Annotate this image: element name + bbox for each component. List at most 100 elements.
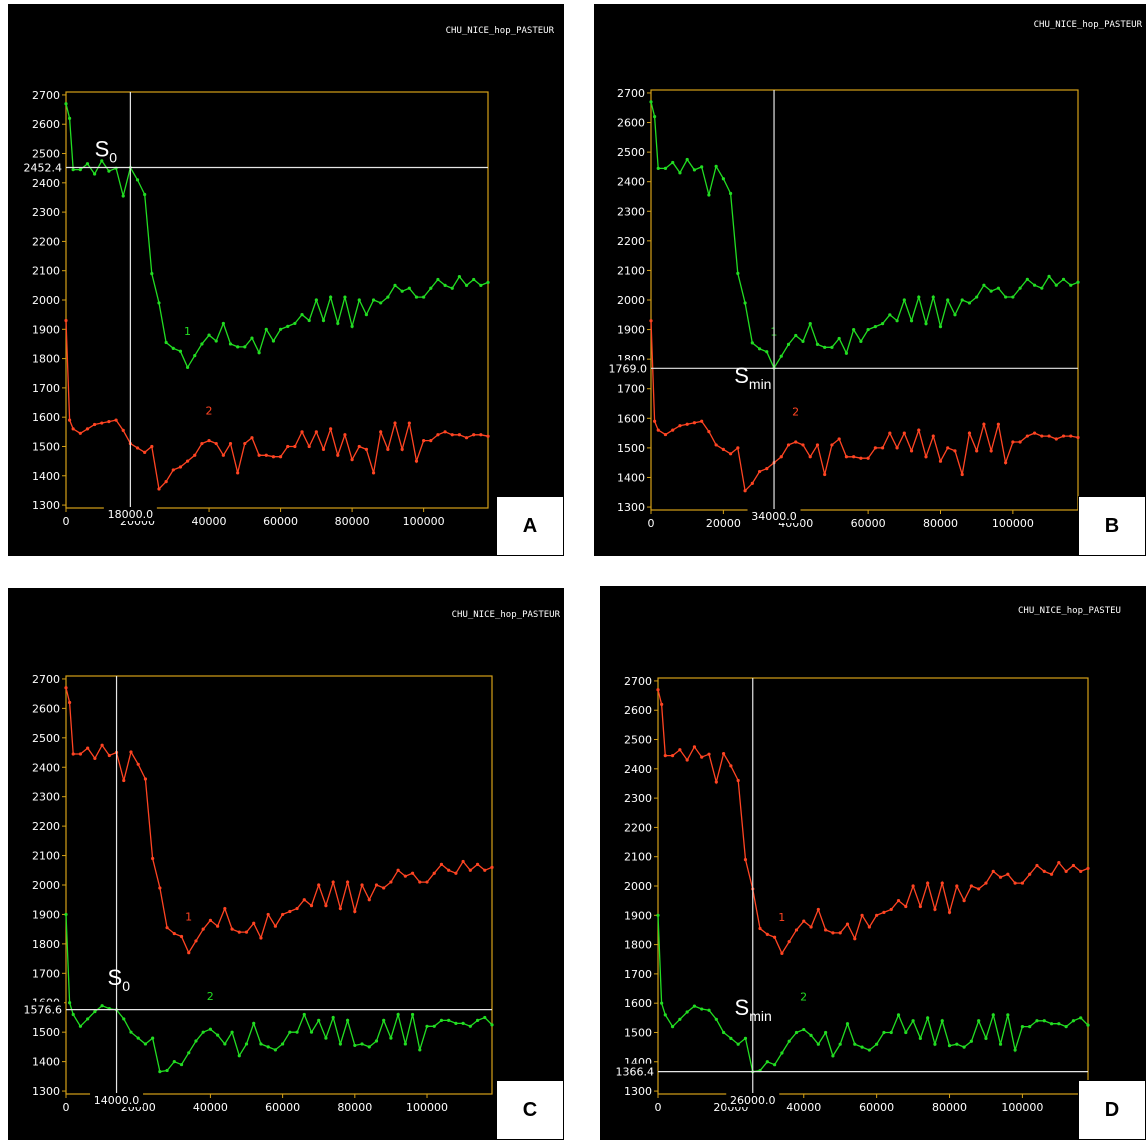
cursor-x-readout-bg [90,1093,144,1107]
data-point [1064,869,1068,873]
data-point [230,1030,234,1034]
chart-title: CHU_NICE_hop_PASTEU [1018,606,1121,616]
data-point [100,421,104,425]
data-point [1049,1022,1054,1026]
data-point [214,339,218,343]
y-tick-label: 2200 [624,821,652,834]
data-point [250,436,254,440]
data-point [293,321,297,326]
data-point [837,437,841,441]
data-point [700,165,704,169]
y-tick-label: 2500 [32,732,60,745]
data-point [367,898,371,902]
series-label: 1 [184,325,191,338]
data-point [350,458,354,462]
data-point [1020,881,1025,885]
data-point [286,444,290,449]
data-point [418,1048,422,1052]
data-point [924,322,928,326]
y-tick-label: 1800 [32,938,60,951]
data-point [1076,435,1080,440]
series-line-2 [657,915,1089,1073]
data-point [918,1036,922,1040]
data-point [472,277,476,282]
data-point [472,433,476,437]
data-point [808,455,812,459]
data-point [244,930,249,934]
data-point [692,745,697,749]
data-point [266,912,270,917]
data-point [432,1024,436,1028]
data-point [663,432,668,437]
data-point [479,283,483,287]
data-point [902,298,906,302]
x-tick-label: 60000 [265,1101,300,1114]
data-point [379,301,383,305]
data-point [794,928,799,932]
data-point [845,922,850,926]
data-point [208,918,213,922]
data-point [414,459,419,463]
y-tick-label: 1500 [32,1026,60,1039]
chart-panel-d: 1300 1400 1500 1600 1700 1800 1900 2000 2100 2200… [600,586,1146,1140]
data-point [307,318,311,323]
y-tick-label: 1700 [32,382,60,395]
data-point [367,1045,371,1049]
data-point [259,936,263,940]
data-point [779,354,783,358]
data-point [656,166,660,170]
data-point [663,1013,667,1017]
data-point [721,1030,726,1035]
data-point [838,1042,842,1046]
data-point [302,1012,306,1017]
data-point [852,455,856,459]
data-point [743,858,748,862]
data-point [293,444,297,449]
data-point [273,1048,277,1052]
y-tick-label: 2100 [617,264,645,277]
y-tick-label: 2600 [32,118,60,131]
data-point [475,862,480,866]
data-point [71,427,75,431]
data-point [201,1030,205,1034]
data-point [960,298,964,302]
data-point [779,455,783,459]
data-point [403,874,407,878]
data-point [837,336,841,341]
data-point [882,1030,886,1035]
data-point [78,431,82,435]
data-point [357,444,361,449]
y-tick-label: 1600 [617,412,645,425]
data-point [136,1036,140,1040]
cursor-y-readout-bg [603,360,649,376]
data-point [902,431,906,435]
data-point [418,880,422,884]
y-tick-label: 1300 [624,1085,652,1098]
data-point [1061,434,1066,438]
point-annotation: S0 [95,136,118,165]
data-point [410,871,415,875]
data-point [873,446,877,450]
data-point [324,904,328,908]
data-point [794,440,798,444]
data-point [743,1036,748,1040]
data-point [685,1010,689,1014]
data-point [1049,872,1054,876]
data-point [860,913,864,917]
data-point [85,427,90,431]
data-point [933,907,937,912]
data-point [447,1018,451,1023]
y-tick-label: 1400 [32,1056,60,1069]
cursor-x-readout-bg [747,509,801,523]
data-point [852,327,856,332]
data-point [1054,437,1058,441]
y-tick-label: 1900 [624,909,652,922]
data-point [904,1030,908,1035]
cursor-y-readout-bg [610,1063,656,1079]
y-tick-label: 2600 [32,702,60,715]
data-point [926,1016,930,1020]
data-point [407,286,411,290]
y-tick-label: 2700 [617,87,645,100]
y-tick-label: 1500 [32,440,60,453]
data-point [1035,1019,1039,1023]
